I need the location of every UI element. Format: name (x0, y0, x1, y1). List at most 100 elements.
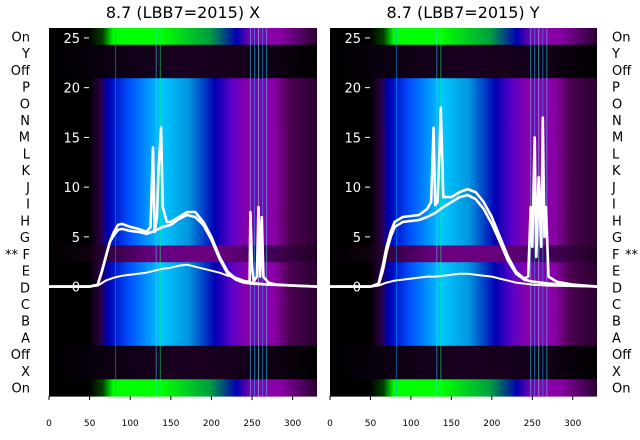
heatmap-row-6 (330, 128, 597, 146)
heatmap-row-19 (49, 345, 317, 364)
heatmap-row-5 (330, 111, 597, 129)
y-tick-label-1: 5 (72, 231, 80, 246)
row-label-14: E (22, 265, 30, 280)
row-label-1: Y (611, 47, 620, 62)
x-tick-label-1: 50 (365, 419, 377, 429)
row-label-1: Y (21, 47, 30, 62)
heatmap-row-10 (49, 195, 317, 213)
row-label-0: On (612, 30, 630, 45)
heatmap-row-8 (49, 161, 317, 180)
heatmap-row-17 (330, 312, 597, 330)
series-line-1 (330, 193, 598, 288)
row-label-21: On (612, 382, 630, 397)
row-label-5: N (20, 114, 30, 129)
row-label-2: Off (11, 64, 31, 79)
y-tick-label-0: 0 (72, 281, 80, 296)
heatmap-row-3 (330, 78, 597, 96)
row-label-12: G (20, 231, 30, 246)
row-label-11: H (612, 214, 622, 229)
heatmap-row-0 (49, 28, 317, 46)
row-label-2: Off (612, 64, 632, 79)
x-tick-label-4: 200 (203, 419, 220, 429)
heatmap-row-8 (330, 161, 597, 180)
heatmap-row-4 (49, 94, 317, 113)
row-label-18: A (612, 331, 621, 346)
heatmap-row-18 (330, 329, 597, 347)
row-label-14: E (612, 265, 620, 280)
heatmap-row-21 (330, 379, 597, 397)
heatmap-row-1 (330, 44, 597, 63)
row-label-11: H (20, 214, 30, 229)
row-label-19: Off (612, 348, 632, 363)
row-label-9: J (25, 181, 30, 196)
x-tick-label-6: 300 (284, 419, 301, 429)
x-tick-label-5: 250 (524, 419, 541, 429)
x-tick-label-6: 300 (564, 419, 581, 429)
panel-y: 8.7 (LBB7=2015) Y 0 5 10 15 20 25 (330, 3, 598, 397)
heatmap-row-18 (49, 329, 317, 347)
row-label-3: P (22, 81, 30, 96)
y-tick-label-5: 25 (344, 32, 361, 47)
heatmap-row-6 (49, 128, 317, 146)
row-label-4: O (612, 97, 622, 112)
row-label-20: X (612, 365, 621, 380)
heatmap-row-10 (330, 195, 597, 213)
heatmap-row-7 (330, 145, 597, 163)
heatmap-row-4 (330, 94, 597, 113)
chart-title-y: 8.7 (LBB7=2015) Y (386, 3, 539, 22)
row-label-8: K (21, 164, 30, 179)
heatmap-row-1 (49, 44, 317, 63)
heatmap-row-20 (49, 362, 317, 380)
series-line-0 (49, 126, 318, 288)
row-label-7: L (612, 147, 620, 162)
x-tick-label-4: 200 (483, 419, 500, 429)
heatmap-row-13 (330, 245, 597, 263)
y-tick-label-0: 0 (353, 281, 361, 296)
row-label-16: C (612, 298, 621, 313)
row-label-20: X (21, 365, 30, 380)
heatmap-row-3 (49, 78, 317, 96)
y-tick-label-5: 25 (63, 32, 80, 47)
heatmap-row-2 (49, 61, 317, 79)
x-tick-label-5: 250 (243, 419, 260, 429)
series-line-2 (330, 272, 598, 288)
x-tick-label-0: 0 (327, 419, 333, 429)
heatmap-row-9 (330, 178, 597, 196)
row-label-6: M (612, 131, 623, 146)
x-tick-label-1: 50 (84, 419, 96, 429)
x-tick-label-2: 100 (402, 419, 419, 429)
row-label-17: B (612, 315, 621, 330)
heatmap-row-13 (49, 245, 317, 263)
y-tick-label-2: 10 (63, 181, 80, 196)
y-tick-label-4: 20 (344, 82, 361, 97)
y-tick-label-1: 5 (353, 231, 361, 246)
row-label-18: A (21, 331, 30, 346)
heatmap-row-21 (49, 379, 317, 397)
heatmap-row-5 (49, 111, 317, 129)
series-line-2 (49, 263, 318, 288)
row-label-17: B (21, 315, 30, 330)
heatmap-row-19 (330, 345, 597, 364)
row-label-12: G (612, 231, 622, 246)
heatmap-row-17 (49, 312, 317, 330)
row-label-16: C (21, 298, 30, 313)
row-label-9: J (611, 181, 616, 196)
heatmap-row-20 (330, 362, 597, 380)
row-marker: ** (625, 248, 639, 263)
row-label-19: Off (11, 348, 31, 363)
row-label-15: D (20, 281, 30, 296)
row-marker: ** (5, 248, 19, 263)
row-label-0: On (12, 30, 30, 45)
heatmap-row-9 (49, 178, 317, 196)
heatmap-row-7 (49, 145, 317, 163)
row-label-6: M (19, 131, 30, 146)
heatmap-row-16 (49, 295, 317, 313)
row-label-7: L (23, 147, 31, 162)
x-tick-label-3: 150 (443, 419, 460, 429)
series-line-0 (330, 106, 598, 288)
series-line-1 (49, 213, 318, 288)
heatmap-row-12 (330, 228, 597, 247)
row-label-8: K (612, 164, 621, 179)
y-tick-label-2: 10 (344, 181, 361, 196)
